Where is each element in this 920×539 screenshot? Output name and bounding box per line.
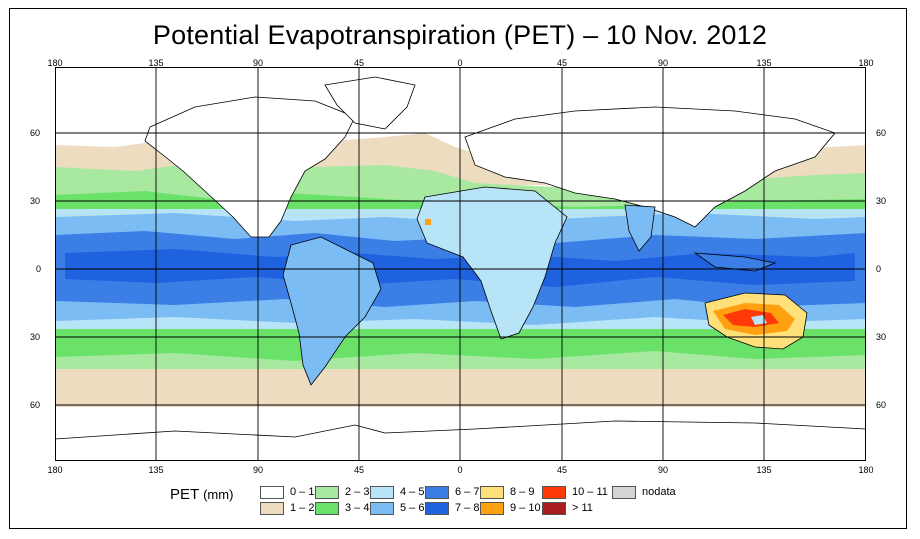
legend-units: (mm) <box>203 487 234 502</box>
legend-item: 10 – 11 <box>542 485 608 499</box>
lon-tick-label: 45 <box>556 465 568 475</box>
legend-label: nodata <box>642 486 676 498</box>
legend-item: 4 – 5 <box>370 485 424 499</box>
legend-label: 2 – 3 <box>345 486 370 498</box>
legend-swatch <box>370 501 394 515</box>
legend-label: 10 – 11 <box>572 486 608 498</box>
graticule <box>55 67 866 461</box>
lon-tick-label: 90 <box>657 58 669 68</box>
legend-label: > 11 <box>572 502 593 514</box>
figure-frame <box>9 8 907 529</box>
legend-item: 1 – 2 <box>260 501 314 515</box>
pet-band-south-beige <box>55 369 866 407</box>
lon-tick-label: 90 <box>252 465 264 475</box>
legend-label: 4 – 5 <box>400 486 425 498</box>
lat-tick-label: 60 <box>30 400 41 410</box>
legend-swatch <box>260 501 284 515</box>
legend-item: 5 – 6 <box>370 501 424 515</box>
lon-tick-label: 90 <box>252 58 264 68</box>
legend-label: 1 – 2 <box>290 502 315 514</box>
map-canvas <box>55 67 866 461</box>
lon-tick-label: 45 <box>353 465 365 475</box>
legend-title: PET (mm) <box>170 486 233 503</box>
legend-item: 0 – 1 <box>260 485 314 499</box>
lat-tick-label: 0 <box>36 264 42 274</box>
legend-item: nodata <box>612 485 676 499</box>
lon-tick-label: 0 <box>457 465 463 475</box>
legend-item: 7 – 8 <box>425 501 479 515</box>
lon-tick-label: 135 <box>756 465 772 475</box>
legend-item: > 11 <box>542 501 593 515</box>
lon-tick-label: 180 <box>47 58 63 68</box>
legend-item: 3 – 4 <box>315 501 369 515</box>
map-title: Potential Evapotranspiration (PET) – 10 … <box>152 20 768 50</box>
legend-title-text: PET <box>170 486 199 503</box>
lon-tick-label: 90 <box>657 465 669 475</box>
lon-tick-label: 45 <box>556 58 568 68</box>
lat-tick-label: 30 <box>876 332 887 342</box>
legend-label: 5 – 6 <box>400 502 425 514</box>
lon-tick-label: 45 <box>353 58 365 68</box>
world-map <box>55 67 866 461</box>
legend-swatch <box>480 501 504 515</box>
lon-tick-label: 180 <box>47 465 63 475</box>
lon-tick-label: 135 <box>148 58 164 68</box>
lon-tick-label: 180 <box>858 58 874 68</box>
lat-tick-label: 30 <box>30 196 41 206</box>
legend-label: 9 – 10 <box>510 502 541 514</box>
legend-swatch <box>315 485 339 499</box>
legend-swatch <box>260 485 284 499</box>
legend-label: 8 – 9 <box>510 486 535 498</box>
legend-swatch <box>612 485 636 499</box>
lat-tick-label: 60 <box>30 128 41 138</box>
legend-item: 9 – 10 <box>480 501 541 515</box>
legend-swatch <box>425 485 449 499</box>
lat-tick-label: 30 <box>30 332 41 342</box>
legend-label: 0 – 1 <box>290 486 315 498</box>
lon-tick-label: 0 <box>457 58 463 68</box>
lat-tick-label: 60 <box>876 400 887 410</box>
legend-label: 7 – 8 <box>455 502 480 514</box>
legend-item: 6 – 7 <box>425 485 479 499</box>
lat-tick-label: 60 <box>876 128 887 138</box>
legend-swatch <box>542 501 566 515</box>
legend-swatch <box>425 501 449 515</box>
lon-tick-label: 180 <box>858 465 874 475</box>
legend-swatch <box>370 485 394 499</box>
legend-item: 2 – 3 <box>315 485 369 499</box>
lat-tick-label: 30 <box>876 196 887 206</box>
legend-item: 8 – 9 <box>480 485 534 499</box>
legend-label: 3 – 4 <box>345 502 370 514</box>
lon-tick-label: 135 <box>756 58 772 68</box>
legend-label: 6 – 7 <box>455 486 480 498</box>
legend-swatch <box>542 485 566 499</box>
legend-swatch <box>480 485 504 499</box>
legend-swatch <box>315 501 339 515</box>
lat-tick-label: 0 <box>876 264 882 274</box>
lon-tick-label: 135 <box>148 465 164 475</box>
